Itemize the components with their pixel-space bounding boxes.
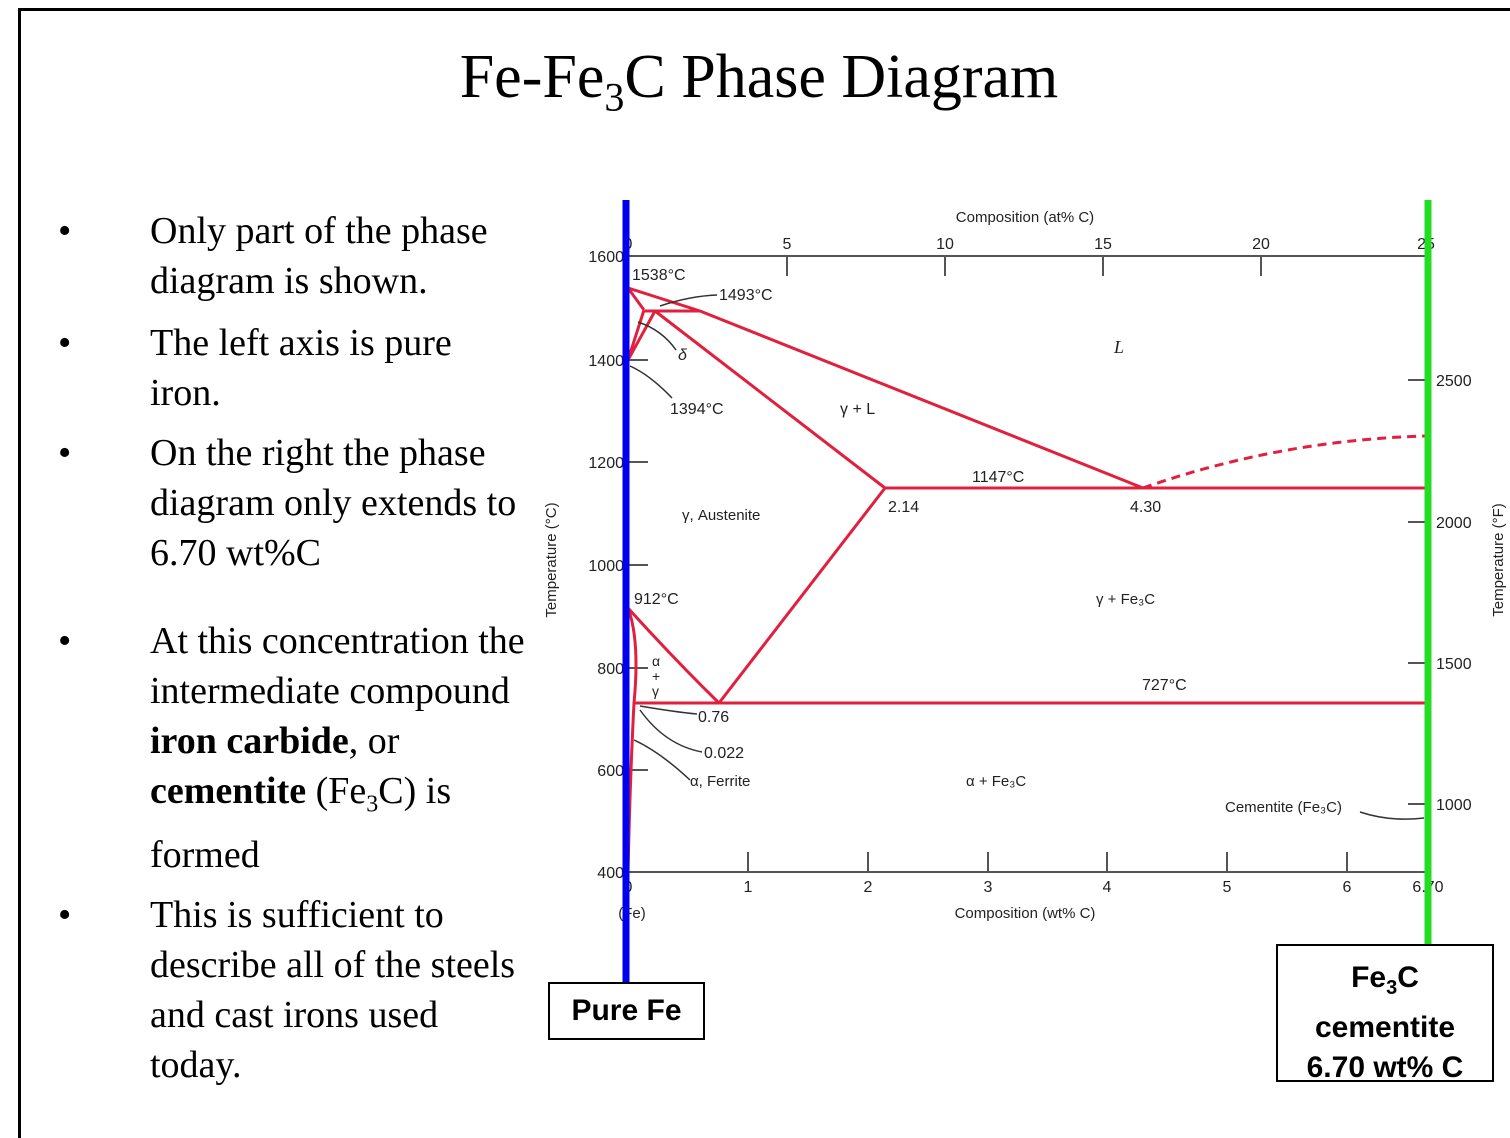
- left-tick-labels: 1600 1400 1200 1000 800 600 400: [588, 249, 624, 882]
- top-tick-label: 10: [936, 236, 954, 253]
- delta-gamma-boundary-2: [626, 310, 657, 361]
- solidus-line: [654, 309, 886, 490]
- slide-frame: [18, 8, 1510, 1138]
- diagram-labels: 1538°C 1493°C δ 1394°C L γ + L 1147°C 2.…: [632, 267, 1342, 816]
- pure-fe-callout: Pure Fe: [548, 982, 705, 1040]
- left-tick-label: 600: [597, 763, 624, 780]
- bottom-tick-label: 6: [1343, 879, 1352, 896]
- left-tick-label: 1200: [588, 455, 624, 472]
- bottom-tick-labels: 0 1 2 3 4 5 6 6.70: [624, 879, 1444, 896]
- slide-title: Fe-Fe3C Phase Diagram: [459, 43, 1059, 120]
- bottom-axis-label: Composition (wt% C): [955, 905, 1096, 922]
- top-tick-label: 20: [1252, 236, 1270, 253]
- acm-line: [717, 487, 887, 704]
- label-alpha-gamma-g: γ: [652, 683, 659, 699]
- callout-formula: Fe3C: [1351, 961, 1419, 999]
- diagram-axes: [626, 255, 1428, 873]
- label-liquid: L: [1113, 337, 1124, 357]
- fe-axis-label: (Fe): [618, 905, 646, 922]
- bullet-dot: •: [58, 210, 72, 252]
- right-axis-label: Temperature (°F): [1490, 503, 1507, 617]
- right-tick-label: 1000: [1436, 797, 1472, 814]
- label-430: 4.30: [1130, 499, 1161, 516]
- leader-ferrite: [633, 739, 691, 781]
- bullet-dot: •: [58, 620, 72, 662]
- bullet-item: • On the right the phase diagram only ex…: [58, 428, 528, 578]
- bullet-dot: •: [58, 893, 72, 936]
- label-0022: 0.022: [704, 745, 744, 762]
- leader-1493: [659, 294, 718, 307]
- a3-line: [626, 606, 721, 705]
- top-tick-labels: 0 5 10 15 20 25: [624, 236, 1435, 253]
- label-1147: 1147°C: [972, 469, 1024, 486]
- label-ferrite: α, Ferrite: [690, 773, 750, 790]
- leader-lines: [629, 294, 1425, 820]
- liquidus-line: [627, 286, 1144, 490]
- bullet-list: • Only part of the phase diagram is show…: [58, 206, 528, 1100]
- bottom-tick-label: 2: [864, 879, 873, 896]
- bullet-text: Only part of the phase diagram is shown.: [150, 210, 488, 302]
- leader-delta: [637, 321, 677, 351]
- top-axis-label: Composition (at% C): [956, 209, 1094, 226]
- right-tick-label: 2500: [1436, 373, 1472, 390]
- label-austenite: γ, Austenite: [682, 507, 760, 524]
- delta-boundary: [626, 287, 646, 311]
- bottom-tick-label: 5: [1223, 879, 1232, 896]
- top-tick-label: 15: [1094, 236, 1112, 253]
- label-cementite: Cementite (Fe₃C): [1225, 799, 1342, 816]
- phase-boundaries: [626, 286, 1427, 873]
- label-gamma-fe3c: γ + Fe₃C: [1096, 591, 1155, 608]
- bullet-dot: •: [58, 432, 72, 474]
- label-912: 912°C: [634, 591, 679, 608]
- bullet-text: On the right the phase diagram only exte…: [150, 432, 517, 574]
- left-tick-label: 1600: [588, 249, 624, 266]
- bottom-tick-label: 4: [1103, 879, 1112, 896]
- leader-1394: [629, 365, 673, 399]
- delta-gamma-boundary: [626, 309, 646, 361]
- bullet-text: This is sufficient to describe all of th…: [150, 893, 516, 1086]
- bullet-item: • Only part of the phase diagram is show…: [58, 206, 528, 306]
- top-tick-label: 5: [783, 236, 792, 253]
- left-tick-label: 1000: [588, 558, 624, 575]
- callout-composition: 6.70 wt% C: [1306, 1051, 1464, 1084]
- bullet-dot: •: [58, 322, 72, 364]
- label-alpha-fe3c: α + Fe₃C: [966, 773, 1026, 790]
- bullet-text: At this concentration the intermediate c…: [150, 620, 525, 876]
- leader-cementite: [1359, 811, 1425, 820]
- right-tick-labels: 2500 2000 1500 1000: [1436, 373, 1472, 814]
- left-axis-label: Temperature (°C): [543, 502, 560, 617]
- bottom-tick-label: 3: [984, 879, 993, 896]
- callout-name: cementite: [1314, 1011, 1456, 1044]
- right-tick-label: 1500: [1436, 656, 1472, 673]
- label-214: 2.14: [888, 499, 919, 516]
- left-tick-label: 800: [597, 661, 624, 678]
- leader-076: [639, 705, 698, 715]
- label-1493: 1493°C: [719, 287, 773, 304]
- cementite-liquidus: [1142, 434, 1427, 490]
- bottom-tick-label: 1: [744, 879, 753, 896]
- label-1394: 1394°C: [670, 401, 724, 418]
- bullet-text: The left axis is pure iron.: [150, 322, 452, 414]
- label-076: 0.76: [698, 709, 729, 726]
- cementite-callout: Fe3C cementite 6.70 wt% C: [1276, 944, 1494, 1084]
- label-delta: δ: [678, 347, 688, 364]
- right-tick-label: 2000: [1436, 515, 1472, 532]
- label-alpha-gamma-p: +: [652, 668, 660, 684]
- left-tick-label: 1400: [588, 353, 624, 370]
- left-tick-label: 400: [597, 865, 624, 882]
- label-1538: 1538°C: [632, 267, 686, 284]
- label-727: 727°C: [1142, 677, 1187, 694]
- bullet-item: • This is sufficient to describe all of …: [58, 890, 528, 1090]
- bullet-item: • At this concentration the intermediate…: [58, 616, 528, 880]
- label-gamma-l: γ + L: [840, 401, 875, 418]
- label-alpha-gamma-a: α: [652, 653, 660, 669]
- leader-0022: [639, 709, 703, 753]
- bullet-item: • The left axis is pure iron.: [58, 318, 528, 418]
